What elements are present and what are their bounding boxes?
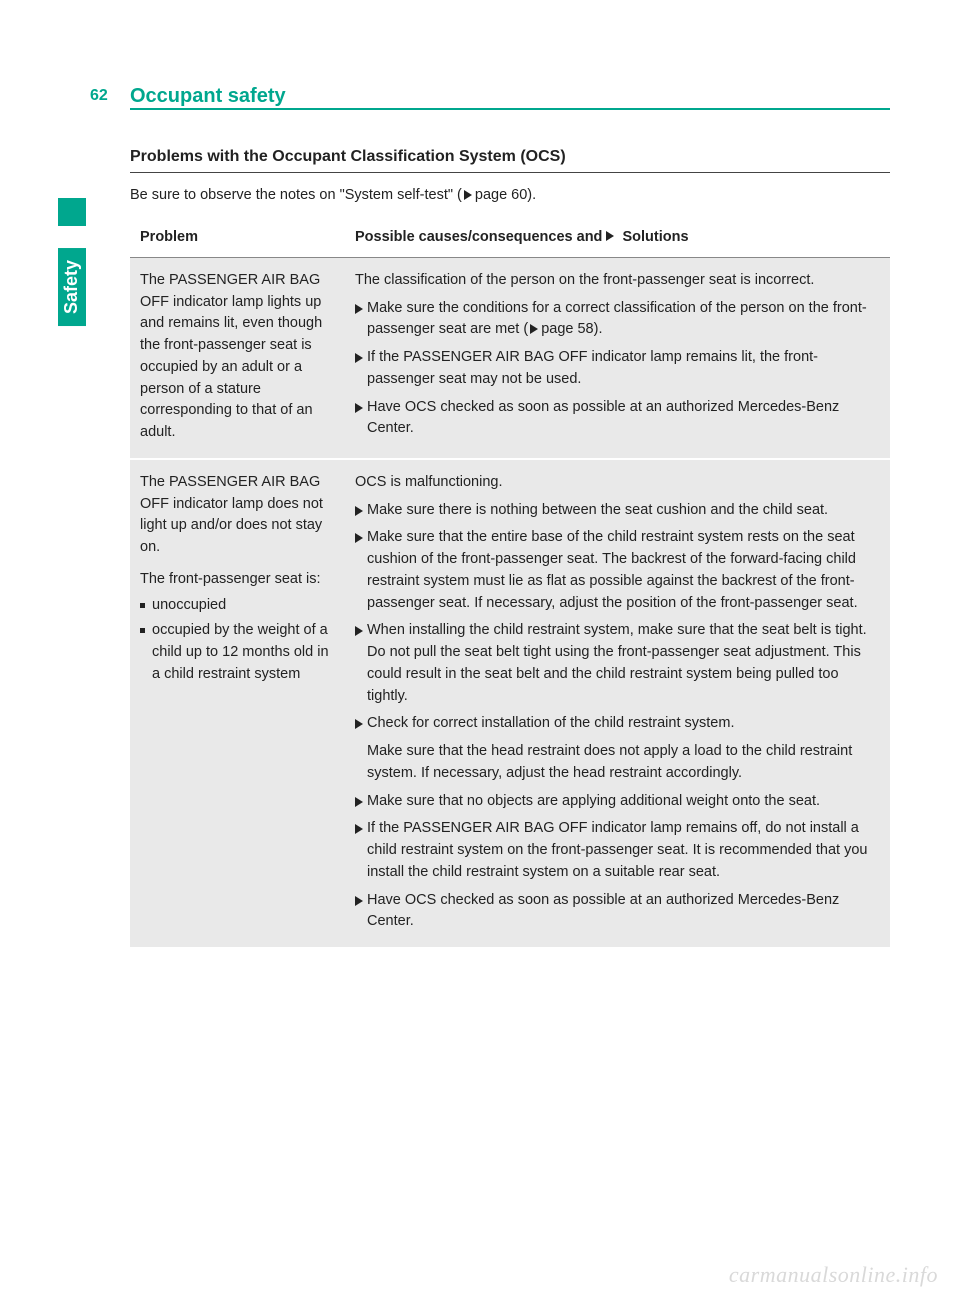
solution-item: Have OCS checked as soon as possible at … bbox=[355, 890, 880, 934]
section-title: Problems with the Occupant Classificatio… bbox=[130, 148, 890, 166]
col-header-solutions: Possible causes/consequences and Solutio… bbox=[345, 219, 890, 257]
solution-marker-icon bbox=[355, 353, 363, 363]
problem-cell: The PASSENGER AIR BAG OFF indicator lamp… bbox=[130, 459, 345, 948]
solution-text: Make sure there is nothing between the s… bbox=[367, 500, 880, 522]
solution-text-main: Check for correct installation of the ch… bbox=[367, 715, 734, 731]
solution-text: Have OCS checked as soon as possible at … bbox=[367, 397, 880, 441]
pageref-icon bbox=[464, 190, 472, 200]
problem-text: The PASSENGER AIR BAG OFF indicator lamp… bbox=[140, 472, 335, 559]
solution-text: Make sure that no objects are applying a… bbox=[367, 791, 880, 813]
pageref-icon bbox=[530, 324, 538, 334]
page-number: 62 bbox=[90, 87, 130, 105]
solution-item: Make sure that no objects are applying a… bbox=[355, 791, 880, 813]
solution-marker-icon bbox=[355, 797, 363, 807]
col-solutions-suffix: Solutions bbox=[618, 229, 688, 245]
solution-marker-icon bbox=[355, 304, 363, 314]
troubleshoot-table: Problem Possible causes/consequences and… bbox=[130, 219, 890, 949]
solution-cell: The classification of the person on the … bbox=[345, 257, 890, 459]
chapter-title: Occupant safety bbox=[130, 85, 286, 108]
solution-followup: Make sure that the head restraint does n… bbox=[367, 741, 880, 785]
cause-text: The classification of the person on the … bbox=[355, 270, 880, 292]
problem-bullet: unoccupied bbox=[140, 595, 335, 617]
solution-text: When installing the child restraint syst… bbox=[367, 620, 880, 707]
side-accent-box bbox=[58, 198, 86, 226]
solution-item: When installing the child restraint syst… bbox=[355, 620, 880, 707]
solution-text: Check for correct installation of the ch… bbox=[367, 713, 880, 784]
cause-text: OCS is malfunctioning. bbox=[355, 472, 880, 494]
solution-item: Have OCS checked as soon as possible at … bbox=[355, 397, 880, 441]
solution-text: Have OCS checked as soon as possible at … bbox=[367, 890, 880, 934]
section-rule bbox=[130, 172, 890, 173]
solution-text: If the PASSENGER AIR BAG OFF indicator l… bbox=[367, 818, 880, 883]
watermark-text: carmanualsonline.info bbox=[729, 1262, 938, 1288]
solution-cell: OCS is malfunctioning. Make sure there i… bbox=[345, 459, 890, 948]
side-tab-label: Safety bbox=[58, 248, 86, 326]
solution-item: Make sure there is nothing between the s… bbox=[355, 500, 880, 522]
page-content: Problems with the Occupant Classificatio… bbox=[130, 148, 890, 949]
solution-marker-icon bbox=[355, 824, 363, 834]
bullet-icon bbox=[140, 603, 145, 608]
solution-item: Make sure the conditions for a correct c… bbox=[355, 298, 880, 342]
header-rule bbox=[130, 108, 890, 110]
solution-item: If the PASSENGER AIR BAG OFF indicator l… bbox=[355, 347, 880, 391]
col-solutions-prefix: Possible causes/consequences and bbox=[355, 229, 606, 245]
bullet-text: unoccupied bbox=[152, 595, 335, 617]
problem-bullet: occupied by the weight of a child up to … bbox=[140, 620, 335, 685]
manual-page: 62 Occupant safety Safety Problems with … bbox=[0, 0, 960, 1302]
solution-pageref: page 58). bbox=[541, 321, 602, 337]
solution-marker-icon bbox=[606, 231, 614, 241]
intro-pageref: page 60). bbox=[475, 187, 536, 203]
bullet-icon bbox=[140, 628, 145, 633]
solution-item: Make sure that the entire base of the ch… bbox=[355, 527, 880, 614]
solution-item: If the PASSENGER AIR BAG OFF indicator l… bbox=[355, 818, 880, 883]
solution-marker-icon bbox=[355, 403, 363, 413]
problem-text: The PASSENGER AIR BAG OFF indicator lamp… bbox=[140, 272, 322, 440]
intro-text: Be sure to observe the notes on "System … bbox=[130, 187, 890, 203]
solution-marker-icon bbox=[355, 719, 363, 729]
solution-item: Check for correct installation of the ch… bbox=[355, 713, 880, 784]
solution-marker-icon bbox=[355, 626, 363, 636]
solution-text-pre: Make sure the conditions for a correct c… bbox=[367, 300, 867, 338]
solution-marker-icon bbox=[355, 896, 363, 906]
solution-text: Make sure the conditions for a correct c… bbox=[367, 298, 880, 342]
bullet-text: occupied by the weight of a child up to … bbox=[152, 620, 335, 685]
table-row: The PASSENGER AIR BAG OFF indicator lamp… bbox=[130, 257, 890, 459]
problem-cell: The PASSENGER AIR BAG OFF indicator lamp… bbox=[130, 257, 345, 459]
solution-text: If the PASSENGER AIR BAG OFF indicator l… bbox=[367, 347, 880, 391]
intro-prefix: Be sure to observe the notes on "System … bbox=[130, 187, 462, 203]
solution-text: Make sure that the entire base of the ch… bbox=[367, 527, 880, 614]
table-row: The PASSENGER AIR BAG OFF indicator lamp… bbox=[130, 459, 890, 948]
col-header-problem: Problem bbox=[130, 219, 345, 257]
problem-sub-text: The front-passenger seat is: bbox=[140, 569, 335, 591]
solution-marker-icon bbox=[355, 506, 363, 516]
solution-marker-icon bbox=[355, 533, 363, 543]
